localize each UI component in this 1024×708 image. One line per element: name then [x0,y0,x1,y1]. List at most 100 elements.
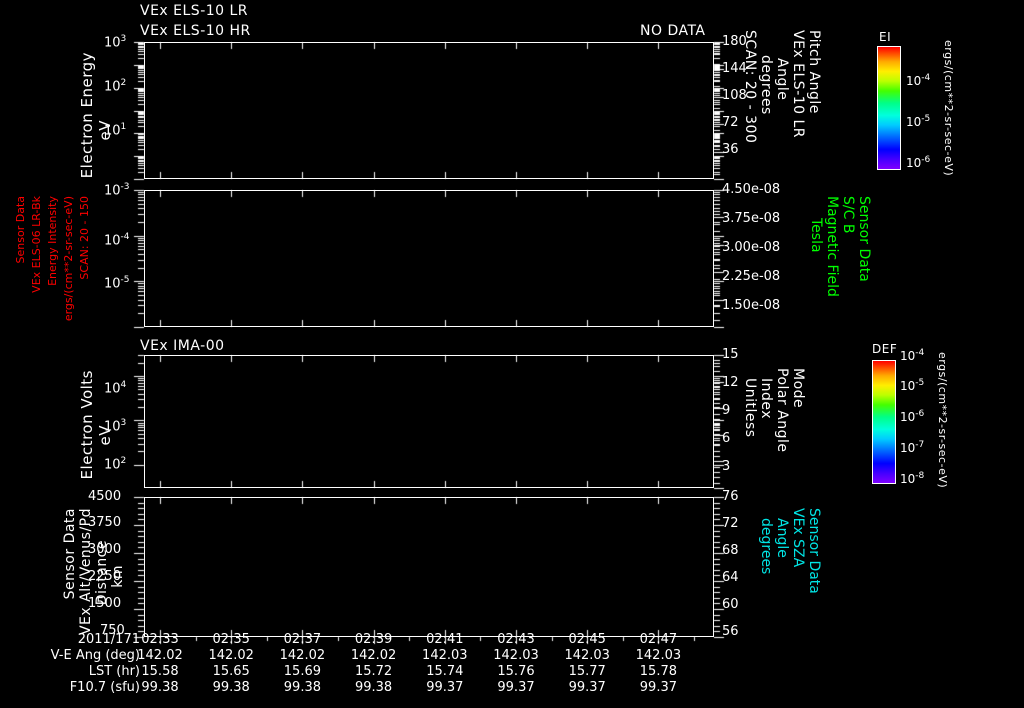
panel4-rlabel-degrees: degrees [758,518,774,575]
colorbar-def [872,360,896,484]
panel4-rlabel-sensor: Sensor Data [806,508,822,594]
table-cell: 02:35 [212,632,250,647]
colorbar-ei-unit: ergs/(cm**2-sr-sec-eV) [942,40,955,177]
panel3-ytick-2: 102 [104,456,127,473]
panel1-ytick-2: 102 [104,78,127,95]
colorbar-def-tick-1: 10-5 [900,378,925,393]
table-cell: 142.03 [564,648,610,663]
panel3-rtick-3: 3 [722,459,731,474]
panel4-rtick-72: 72 [722,516,739,531]
table-cell: 99.37 [426,680,464,695]
panel3-rtick-12: 12 [722,375,739,390]
table-cell: 99.37 [497,680,535,695]
panel4-llabel-sensor: Sensor Data [62,508,78,600]
colorbar-ei-tick-2: 10-6 [906,155,931,170]
panel1-rlabel-scan: SCAN: 20 - 300 [742,30,758,144]
table-cell: 02:47 [639,632,678,647]
table-cell: 99.38 [283,680,321,695]
panel1-ytick-bottom: 10-3 [104,182,130,199]
panel2-rtick-2: 3.00e-08 [722,240,781,255]
panel1-ytick-3: 103 [104,34,127,51]
table-cell: 02:43 [497,632,535,647]
table-row-label: V-E Ang (deg) [50,648,140,663]
panel1-ytick-1: 101 [104,122,127,139]
panel2-rtick-3: 2.25e-08 [722,269,781,284]
panel1-rlabel-inst: VEx ELS-10 LR [790,30,806,139]
colorbar-def-title: DEF [872,342,898,356]
panel4-rlabel-angle: Angle [774,518,790,558]
table-cell: 142.03 [422,648,468,663]
table-cell: 15.58 [141,664,179,679]
table-cell: 15.65 [212,664,250,679]
panel1-rlabel-degrees: degrees [758,55,774,115]
panel4-ytick-3000: 3000 [88,542,122,557]
panel2-rlabel-sensor: Sensor Data [856,196,872,282]
panel4-rlabel-sza: VEx SZA [790,508,806,568]
panel2-rtick-1: 3.75e-08 [722,211,781,226]
table-row-label: LST (hr) [88,664,140,679]
table-cell: 99.38 [141,680,179,695]
panel3-rtick-6: 6 [722,431,731,446]
table-cell: 02:33 [141,632,179,647]
panel1-rtick-72: 72 [722,115,739,130]
panel4-rtick-64: 64 [722,570,739,585]
panel2-llabel-intensity: Energy Intensity [46,196,59,286]
colorbar-def-tick-4: 10-8 [900,471,925,486]
panel4-ytick-4500: 4500 [88,489,122,504]
title-els-hr: VEx ELS-10 HR [140,23,251,39]
panel3-rlabel-polar: Polar Angle [774,368,790,453]
table-cell: 15.76 [497,664,535,679]
table-cell: 02:37 [283,632,322,647]
colorbar-ei-tick-1: 10-5 [906,114,931,129]
table-cell: 142.02 [137,648,183,663]
panel2-llabel-sensor: Sensor Data [14,196,27,264]
table-row-label: 2011/171 [77,632,140,647]
panel2-rtick-0: 4.50e-08 [722,182,781,197]
colorbar-def-unit: ergs/(cm**2-sr-sec-eV) [936,352,949,489]
table-cell: 15.74 [426,664,464,679]
panel2-ytick-m4: 10-4 [104,232,130,249]
panel2-rtick-4: 1.50e-08 [722,298,781,313]
panel4-rtick-60: 60 [722,597,739,612]
panel4-ytick-1500: 1500 [88,596,122,611]
table-cell: 99.38 [354,680,393,695]
panel3-rtick-15: 15 [722,347,739,362]
colorbar-ei-tick-0: 10-4 [906,73,931,88]
table-cell: 142.03 [493,648,539,663]
panel2-rlabel-sc: S/C B [840,196,856,234]
panel3-ytick-3: 103 [104,418,127,435]
panel3-rlabel-index: Index [758,378,774,420]
panel4-rtick-76: 76 [722,489,739,504]
panel4-frame [144,497,714,637]
panel3-rtick-9: 9 [722,403,731,418]
panel3-rlabel-unitless: Unitless [742,378,758,438]
colorbar-ei-title: EI [879,30,892,44]
panel3-ylabel-main: Electron Volts [78,370,96,480]
panel1-rtick-36: 36 [722,142,739,157]
table-cell: 02:41 [426,632,464,647]
table-cell: 99.37 [568,680,606,695]
panel2-frame [144,190,714,327]
title-els-lr: VEx ELS-10 LR [140,3,249,19]
panel4-rtick-68: 68 [722,543,739,558]
panel1-rlabel-angle: Angle [774,58,790,101]
panel2-rlabel-tesla: Tesla [808,218,824,253]
table-cell: 99.38 [212,680,250,695]
colorbar-ei [877,46,901,170]
table-cell: 15.72 [354,664,393,679]
table-cell: 142.02 [208,648,254,663]
panel2-llabel-units: ergs/(cm**2-sr-sec-eV) [62,196,75,322]
panel1-frame [144,42,714,179]
table-cell: 02:45 [568,632,606,647]
colorbar-def-tick-0: 10-4 [900,348,925,363]
table-cell: 15.77 [568,664,606,679]
table-cell: 142.02 [279,648,326,663]
title-ima: VEx IMA-00 [140,338,225,354]
panel3-ytick-4: 104 [104,380,127,397]
table-cell: 99.37 [639,680,677,695]
panel4-ytick-2250: 2250 [88,569,122,584]
table-cell: 142.03 [635,648,682,663]
panel3-frame [144,355,714,488]
colorbar-def-tick-2: 10-6 [900,409,925,424]
